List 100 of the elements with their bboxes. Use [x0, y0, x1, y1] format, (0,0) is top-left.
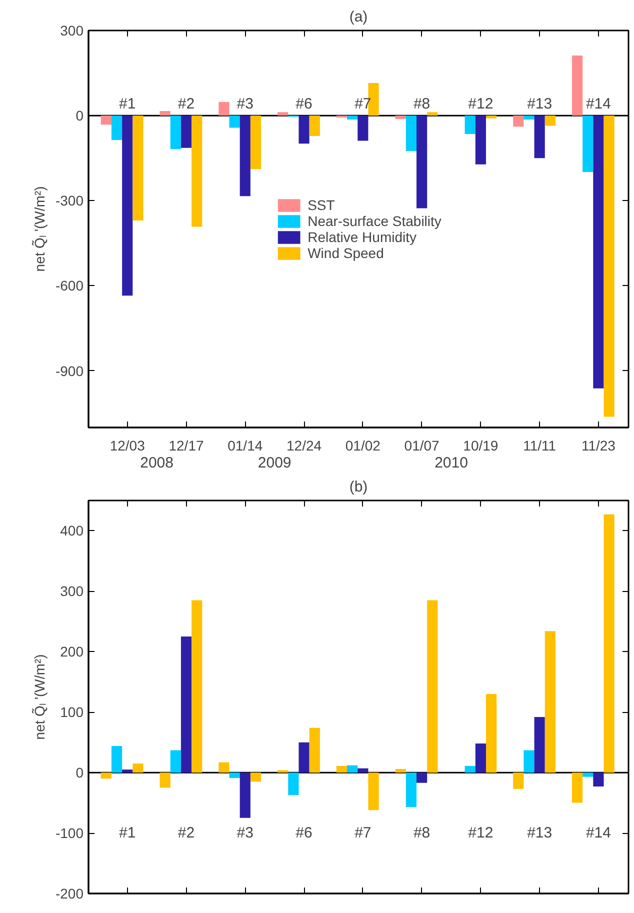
bar: [486, 116, 497, 118]
chart-title: (b): [349, 478, 368, 496]
bar: [395, 116, 406, 119]
bar: [395, 768, 406, 773]
annotation: #7: [354, 824, 372, 842]
bar: [572, 772, 583, 803]
y-tick-label: -100: [55, 825, 84, 842]
bar: [416, 116, 428, 208]
bar: [111, 116, 122, 140]
bar: [427, 112, 438, 116]
annotation: #6: [296, 824, 312, 842]
bar: [406, 116, 417, 152]
legend-label: Near-surface Stability: [308, 212, 442, 228]
bar: [347, 116, 358, 120]
bar: [582, 772, 594, 777]
y-tick-label: 0: [76, 764, 84, 781]
annotation: #3: [236, 96, 254, 113]
annotation: #8: [413, 824, 430, 842]
bar: [524, 750, 534, 773]
bar: [486, 694, 497, 773]
bar: [240, 772, 250, 818]
bar: [309, 116, 320, 136]
x-tick-label: 01/02: [345, 438, 381, 454]
bar: [513, 772, 524, 789]
bar: [111, 746, 122, 773]
y-tick-label: -900: [55, 362, 84, 379]
y-tick-label: 200: [60, 644, 84, 660]
bar: [170, 750, 181, 773]
bar: [229, 116, 240, 128]
bar: [534, 116, 545, 158]
bar: [544, 116, 556, 126]
annotation: #1: [119, 96, 136, 113]
bar: [572, 55, 583, 116]
bar: [218, 762, 230, 773]
bar: [475, 744, 486, 773]
text: 2010: [434, 454, 468, 472]
annotation: #6: [296, 96, 312, 113]
y-tick-label: 100: [60, 704, 84, 720]
y-tick-label: -300: [55, 192, 84, 209]
bar: [582, 116, 594, 172]
x-tick-label: 12/17: [168, 438, 204, 454]
x-tick-label: 12/03: [110, 438, 146, 454]
bar: [122, 116, 133, 296]
bar: [524, 116, 534, 120]
annotation: #13: [527, 824, 552, 842]
bar: [298, 116, 310, 144]
bar: [368, 772, 379, 810]
bar: [288, 772, 299, 795]
bar: [132, 764, 144, 773]
bar: [406, 772, 417, 808]
bar: [544, 631, 556, 773]
bar: [122, 770, 133, 773]
annotation: #3: [236, 824, 254, 842]
y-tick-label: -200: [55, 886, 84, 902]
x-tick-label: 10/19: [463, 438, 498, 454]
x-tick-label: 01/07: [404, 438, 440, 454]
bar: [180, 116, 192, 148]
bar: [160, 111, 170, 116]
bar: [475, 116, 486, 164]
bar: [192, 116, 202, 227]
legend-label: Relative Humidity: [308, 228, 417, 244]
bar: [604, 514, 614, 773]
bar: [416, 772, 428, 783]
bar: [309, 728, 320, 773]
bar: [278, 770, 288, 773]
bar: [298, 742, 310, 773]
legend-label: Wind Speed: [308, 244, 384, 260]
y-axis-title: net Q̃ₗ '(W/m²): [31, 186, 48, 272]
bar: [160, 772, 170, 788]
annotation: #12: [468, 96, 494, 113]
text: 2009: [258, 454, 292, 472]
bar: [427, 600, 438, 773]
annotation: #2: [178, 96, 195, 113]
annotation: #2: [178, 824, 195, 842]
bar: [240, 116, 250, 196]
bar: [100, 772, 112, 779]
bar: [358, 116, 368, 141]
x-tick-label: 11/23: [581, 438, 616, 454]
x-tick-label: 01/14: [228, 438, 263, 454]
bar: [593, 116, 604, 388]
y-tick-label: 400: [60, 522, 84, 539]
chart-title: (a): [349, 8, 368, 26]
bar: [250, 116, 262, 170]
annotation: #13: [527, 96, 552, 113]
annotation: #1: [119, 824, 136, 842]
bar: [513, 116, 524, 127]
annotation: #14: [586, 96, 611, 113]
y-tick-label: -600: [55, 278, 84, 294]
bar: [358, 768, 368, 773]
bar: [100, 116, 112, 125]
bar: [192, 600, 202, 773]
annotation: #12: [468, 824, 494, 842]
annotation: #8: [413, 96, 430, 113]
bar: [464, 766, 476, 773]
bar: [180, 636, 192, 773]
y-tick-label: 300: [60, 22, 84, 38]
text: 2008: [140, 454, 174, 472]
bar: [170, 116, 181, 150]
x-tick-label: 12/24: [286, 438, 322, 454]
annotation: #14: [586, 824, 611, 842]
